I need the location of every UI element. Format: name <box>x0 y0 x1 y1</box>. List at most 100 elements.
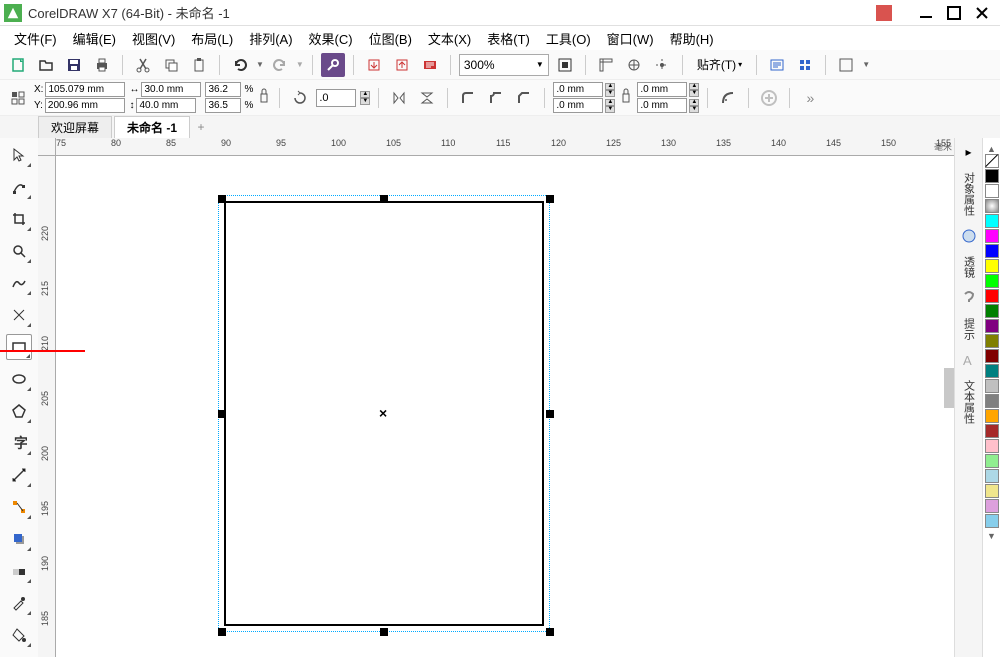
menu-item[interactable]: 视图(V) <box>124 27 183 50</box>
menu-item[interactable]: 文本(X) <box>420 27 479 50</box>
ellipse-tool[interactable] <box>6 366 32 392</box>
y-position-input[interactable] <box>45 98 125 113</box>
fullscreen-icon[interactable] <box>553 53 577 77</box>
paste-icon[interactable] <box>187 53 211 77</box>
cut-icon[interactable] <box>131 53 155 77</box>
export-icon[interactable] <box>390 53 414 77</box>
color-swatch[interactable] <box>985 154 999 168</box>
color-swatch[interactable] <box>985 214 999 228</box>
shape-tool[interactable] <box>6 174 32 200</box>
color-swatch[interactable] <box>985 259 999 273</box>
color-swatch[interactable] <box>985 184 999 198</box>
color-swatch[interactable] <box>985 289 999 303</box>
lock-corners-icon[interactable] <box>619 84 633 112</box>
undo-dropdown[interactable]: ▼ <box>256 60 264 69</box>
color-swatch[interactable] <box>985 469 999 483</box>
corner-bl-input[interactable] <box>553 98 603 113</box>
grid-icon[interactable] <box>622 53 646 77</box>
options-icon[interactable] <box>765 53 789 77</box>
color-swatch[interactable] <box>985 364 999 378</box>
import-icon[interactable] <box>362 53 386 77</box>
text-tool[interactable]: 字 <box>6 430 32 456</box>
color-swatch[interactable] <box>985 199 999 213</box>
user-icon[interactable] <box>876 5 892 21</box>
color-swatch[interactable] <box>985 484 999 498</box>
fill-tool[interactable] <box>6 622 32 648</box>
docker-tab-lens[interactable]: 透镜 <box>959 250 979 284</box>
lock-ratio-icon[interactable] <box>257 84 271 112</box>
color-swatch[interactable] <box>985 499 999 513</box>
ruler-origin[interactable] <box>38 138 56 156</box>
selection-center[interactable]: × <box>379 405 387 421</box>
width-input[interactable] <box>141 82 201 97</box>
save-icon[interactable] <box>62 53 86 77</box>
app-icon[interactable] <box>834 53 858 77</box>
maximize-button[interactable] <box>940 2 968 24</box>
color-swatch[interactable] <box>985 454 999 468</box>
relative-corner-icon[interactable] <box>716 86 740 110</box>
text-props-icon[interactable]: A <box>959 350 979 370</box>
docker-tab-hints[interactable]: 提示 <box>959 312 979 346</box>
corner-tr-input[interactable] <box>637 82 687 97</box>
menu-item[interactable]: 布局(L) <box>183 27 241 50</box>
minimize-button[interactable] <box>912 2 940 24</box>
selection-handle[interactable] <box>546 628 554 636</box>
menu-item[interactable]: 表格(T) <box>479 27 538 50</box>
palette-down-icon[interactable]: ▼ <box>987 531 996 541</box>
connector-tool[interactable] <box>6 494 32 520</box>
color-swatch[interactable] <box>985 169 999 183</box>
drop-shadow-tool[interactable] <box>6 526 32 552</box>
freehand-tool[interactable] <box>6 270 32 296</box>
vertical-ruler[interactable]: 220215210205200195190185180 <box>38 156 56 657</box>
transparency-tool[interactable] <box>6 558 32 584</box>
tab-welcome[interactable]: 欢迎屏幕 <box>38 116 112 139</box>
height-input[interactable] <box>136 98 196 113</box>
corner-tl-input[interactable] <box>553 82 603 97</box>
parallel-dim-tool[interactable] <box>6 462 32 488</box>
x-position-input[interactable] <box>45 82 125 97</box>
print-icon[interactable] <box>90 53 114 77</box>
rulers-icon[interactable] <box>594 53 618 77</box>
corner-br-input[interactable] <box>637 98 687 113</box>
docker-tab-object-props[interactable]: 对象属性 <box>959 166 979 222</box>
chevron-down-icon[interactable]: ▼ <box>862 60 870 69</box>
scallop-corner-icon[interactable] <box>484 86 508 110</box>
canvas-viewport[interactable]: × <box>56 156 954 657</box>
color-swatch[interactable] <box>985 424 999 438</box>
mirror-v-icon[interactable] <box>415 86 439 110</box>
color-swatch[interactable] <box>985 229 999 243</box>
crop-tool[interactable] <box>6 206 32 232</box>
chamfer-corner-icon[interactable] <box>512 86 536 110</box>
horizontal-ruler[interactable]: 毫米 7580859095100105110115120125130135140… <box>56 138 954 156</box>
docker-expand-icon[interactable]: ▸ <box>959 142 979 162</box>
color-swatch[interactable] <box>985 514 999 528</box>
redo-icon[interactable] <box>268 53 292 77</box>
color-swatch[interactable] <box>985 319 999 333</box>
selection-handle[interactable] <box>218 410 226 418</box>
menu-item[interactable]: 效果(C) <box>301 27 361 50</box>
pick-tool[interactable] <box>6 142 32 168</box>
menu-item[interactable]: 帮助(H) <box>662 27 722 50</box>
color-swatch[interactable] <box>985 274 999 288</box>
menu-item[interactable]: 窗口(W) <box>599 27 662 50</box>
round-corner-icon[interactable] <box>456 86 480 110</box>
scale-y-input[interactable] <box>205 98 241 113</box>
menu-item[interactable]: 文件(F) <box>6 27 65 50</box>
color-swatch[interactable] <box>985 409 999 423</box>
selection-handle[interactable] <box>218 195 226 203</box>
open-icon[interactable] <box>34 53 58 77</box>
close-button[interactable] <box>968 2 996 24</box>
polygon-tool[interactable] <box>6 398 32 424</box>
scale-x-input[interactable] <box>205 82 241 97</box>
menu-item[interactable]: 位图(B) <box>361 27 420 50</box>
rotation-input[interactable] <box>316 89 356 107</box>
docker-tab-text-props[interactable]: 文本属性 <box>959 374 979 430</box>
add-preset-icon[interactable] <box>757 86 781 110</box>
lens-icon[interactable] <box>959 226 979 246</box>
hints-icon[interactable] <box>959 288 979 308</box>
tab-document[interactable]: 未命名 -1 <box>114 116 190 139</box>
smear-tool[interactable] <box>6 302 32 328</box>
color-swatch[interactable] <box>985 394 999 408</box>
copy-icon[interactable] <box>159 53 183 77</box>
color-swatch[interactable] <box>985 379 999 393</box>
